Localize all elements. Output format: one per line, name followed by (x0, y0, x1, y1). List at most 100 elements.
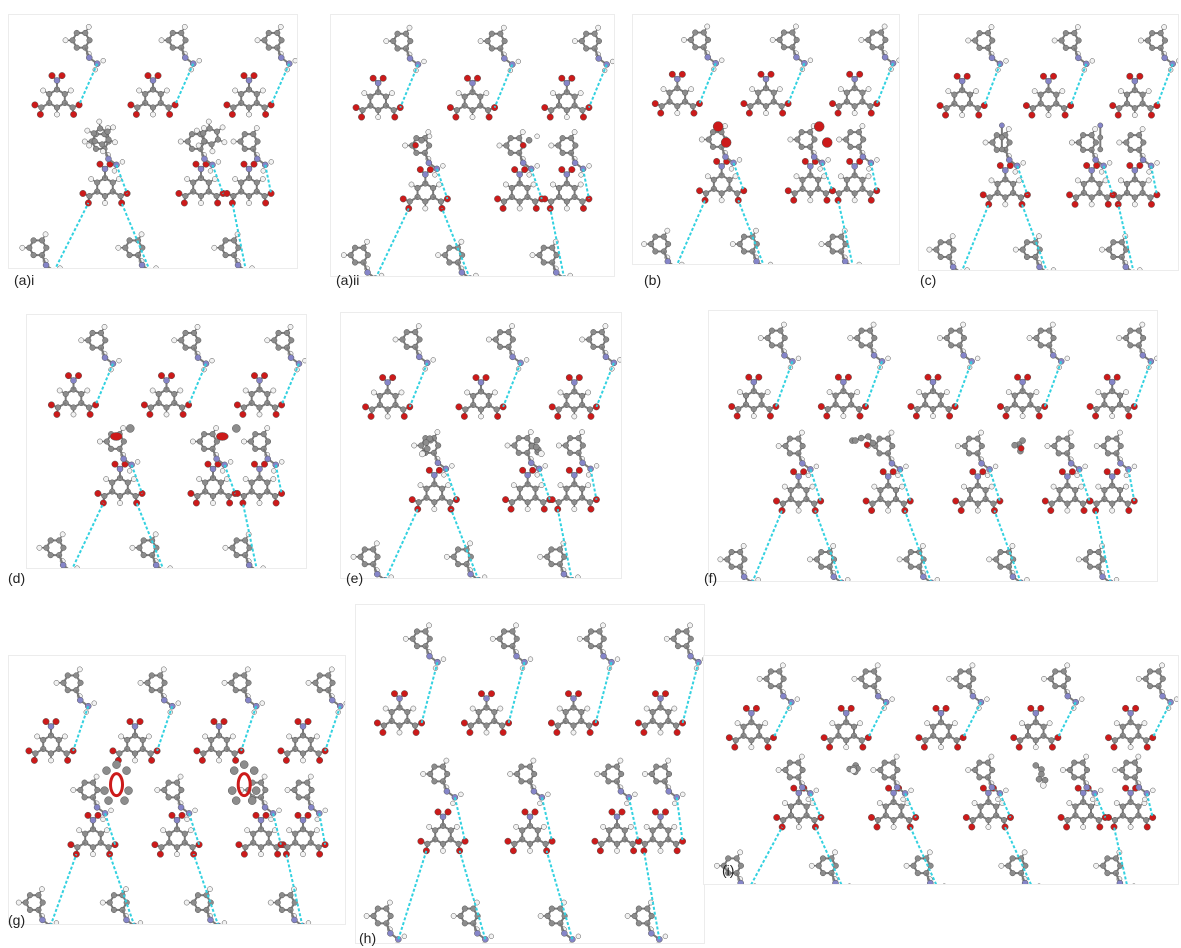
carbon-atom (74, 844, 81, 851)
hydrogen-atom (888, 429, 895, 436)
nitrogen-atom (116, 465, 124, 473)
hydrogen-bond (1127, 469, 1136, 502)
carbon-atom (586, 499, 593, 506)
hydrogen-atom (1116, 335, 1122, 341)
carbon-atom (709, 129, 717, 136)
carbon-atom (265, 44, 272, 51)
carbon-atom (567, 435, 574, 442)
carbon-atom (103, 438, 110, 445)
hydrogen-atom (210, 500, 216, 506)
oxygen-atom (180, 199, 188, 207)
oxygen-atom (192, 160, 200, 168)
carbon-atom (416, 336, 423, 343)
carbon-atom (116, 492, 124, 500)
carbon-atom (361, 561, 368, 568)
carbon-atom (1135, 327, 1142, 334)
oxygen-atom (568, 166, 576, 174)
carbon-atom (357, 553, 364, 560)
nitrogen-atom (245, 77, 253, 84)
carbon-atom (1104, 435, 1112, 442)
oxygen-atom (158, 372, 165, 380)
hydrogen-atom (244, 827, 250, 834)
carbon-atom (878, 29, 885, 36)
carbon-atom (542, 840, 549, 847)
carbon-atom (257, 844, 265, 851)
oxygen-atom (773, 497, 780, 505)
carbon-atom (665, 708, 672, 716)
hydrogen-atom (279, 459, 285, 465)
hydrogen-atom (488, 933, 495, 939)
carbon-atom (1037, 327, 1044, 334)
hydrogen-bond (104, 813, 117, 845)
carbon-atom (1147, 105, 1154, 112)
hydrogen-atom (112, 139, 118, 146)
hydrogen-atom (34, 733, 40, 740)
carbon-atom (413, 643, 421, 650)
nitrogen-atom (988, 54, 996, 62)
hydrogen-bond (1016, 165, 1029, 196)
carbon-atom (105, 844, 112, 851)
oxygen-atom (262, 811, 270, 819)
oxygen-atom (924, 373, 932, 381)
oxygen-atom (952, 497, 960, 505)
carbon-atom (90, 130, 97, 137)
carbon-atom (390, 38, 397, 45)
nitrogen-atom (131, 723, 139, 730)
oxygen-atom (575, 374, 583, 382)
hydrogen-atom (585, 472, 592, 478)
carbon-atom (200, 130, 207, 137)
carbon-atom (728, 563, 735, 570)
hydrogen-atom (264, 337, 271, 344)
hydrogen-atom (160, 827, 166, 834)
carbon-atom (233, 552, 240, 559)
carbon-atom (1027, 392, 1034, 399)
nitrogen-atom (1131, 167, 1139, 174)
nitrogen-atom (406, 55, 414, 62)
hydrogen-bond (441, 208, 470, 276)
guest-carbon (864, 433, 872, 440)
hydrogen-atom (152, 531, 159, 538)
oxygen-atom (491, 104, 499, 112)
hydrogen-atom (1118, 177, 1124, 184)
hydrogen-atom (1088, 201, 1095, 208)
carbon-atom (364, 252, 371, 259)
hydrogen-atom (719, 57, 725, 63)
carbon-atom (825, 241, 832, 248)
oxygen-atom (362, 403, 370, 411)
carbon-atom (418, 442, 425, 449)
carbon-atom (403, 343, 410, 350)
oxygen-atom (856, 70, 864, 78)
network-ai (19, 24, 297, 268)
hydrogen-atom (292, 58, 297, 64)
hydrogen-atom (286, 733, 292, 740)
hydrogen-atom (964, 267, 970, 270)
carbon-atom (120, 438, 127, 445)
hydrogen-bond (698, 62, 717, 104)
carbon-atom (869, 29, 876, 36)
carbon-atom (231, 750, 238, 757)
oxygen-atom (1024, 373, 1032, 381)
oxygen-atom (596, 847, 604, 855)
carbon-atom (1072, 803, 1079, 810)
carbon-atom (253, 90, 260, 98)
carbon-atom (507, 135, 514, 142)
hydrogen-atom (167, 565, 173, 568)
hydrogen-bond (453, 797, 467, 842)
carbon-atom (161, 786, 168, 794)
carbon-atom (501, 198, 508, 205)
oxygen-atom (504, 837, 512, 845)
oxygen-atom (373, 719, 381, 727)
carbon-atom (413, 149, 420, 156)
carbon-atom (90, 779, 97, 786)
hydrogen-atom (100, 58, 106, 64)
hydrogen-atom (662, 933, 669, 939)
hydrogen-bond (502, 362, 522, 408)
hydrogen-atom (807, 57, 814, 63)
oxygen-atom (1068, 468, 1076, 476)
hydrogen-bond (285, 853, 304, 924)
carbon-atom (776, 36, 783, 43)
carbon-atom (140, 552, 147, 559)
carbon-atom (396, 722, 403, 729)
oxygen-atom (505, 719, 513, 727)
oxygen-atom (1103, 373, 1111, 381)
